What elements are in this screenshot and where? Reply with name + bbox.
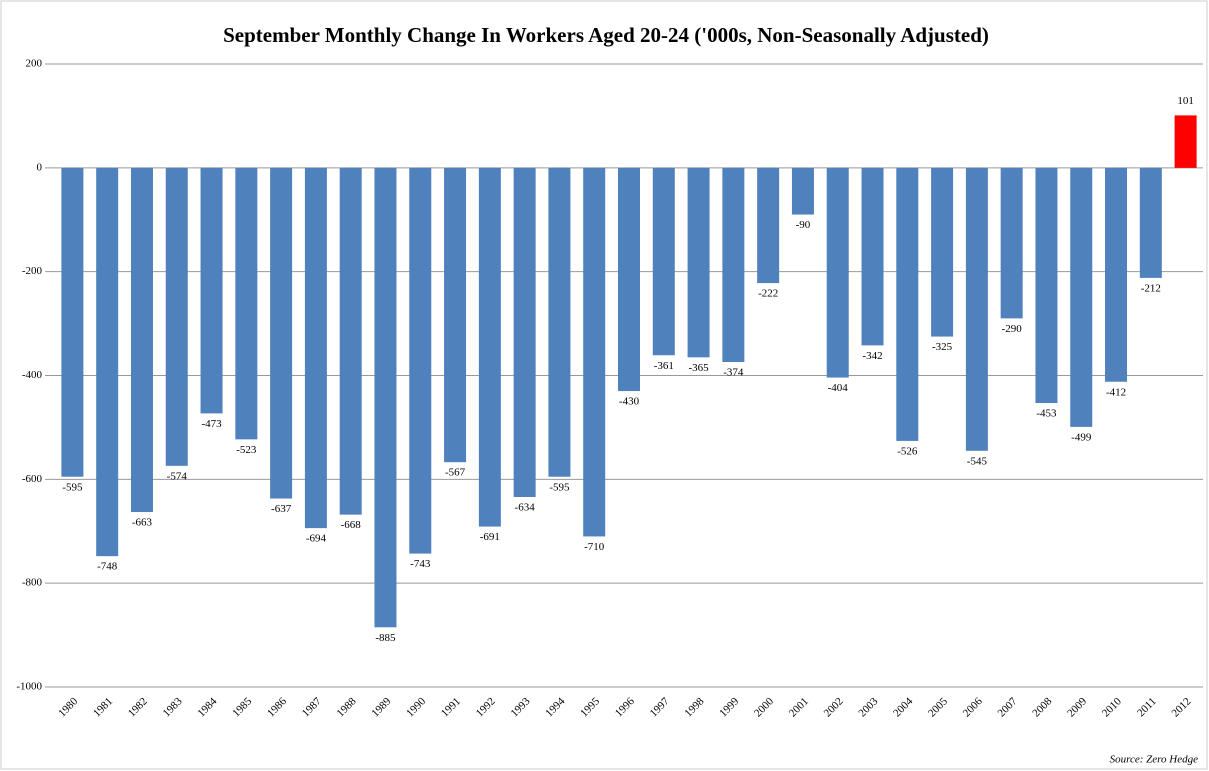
data-label: -523 (236, 444, 257, 456)
bar (339, 167, 362, 515)
bar (652, 167, 675, 356)
y-tick-label: -800 (22, 577, 43, 589)
data-label: -634 (515, 502, 536, 514)
bar (1000, 167, 1023, 319)
data-label: -361 (654, 360, 674, 372)
data-label: -290 (1002, 323, 1023, 335)
data-label: -212 (1141, 282, 1161, 294)
bar (931, 167, 954, 337)
bar (1174, 115, 1197, 168)
data-label: -404 (828, 382, 849, 394)
bar (826, 167, 849, 378)
data-label: -574 (167, 470, 188, 482)
bar (687, 167, 710, 358)
data-label: -595 (62, 481, 83, 493)
data-label: -222 (758, 288, 778, 300)
bar (304, 167, 327, 529)
data-label: -430 (619, 396, 640, 408)
bar (861, 167, 884, 346)
data-label: -453 (1036, 408, 1057, 420)
y-tick-label: -200 (22, 265, 43, 277)
bar (1070, 167, 1093, 427)
y-tick-label: -600 (22, 473, 43, 485)
data-label: -526 (897, 445, 918, 457)
bar (1035, 167, 1058, 404)
data-label: 101 (1177, 95, 1194, 107)
bar (548, 167, 571, 477)
source: Source: Zero Hedge (1110, 754, 1198, 766)
data-label: -545 (967, 455, 988, 467)
bar (757, 167, 780, 284)
bar (61, 167, 84, 477)
bar (1105, 167, 1128, 382)
data-label: -412 (1106, 386, 1126, 398)
bar (409, 167, 432, 554)
bar (1139, 167, 1162, 278)
bar (513, 167, 536, 497)
bar (200, 167, 223, 414)
data-label: -885 (375, 632, 396, 644)
data-label: -342 (862, 350, 882, 362)
bar (130, 167, 153, 513)
data-label: -748 (97, 561, 118, 573)
data-label: -691 (480, 531, 500, 543)
data-label: -668 (341, 519, 362, 531)
y-tick-label: -1000 (16, 681, 42, 693)
bar (896, 167, 919, 441)
bar (618, 167, 640, 392)
bar (444, 167, 467, 463)
chart-title: September Monthly Change In Workers Aged… (223, 23, 989, 47)
data-label: -637 (271, 503, 292, 515)
bar (965, 167, 988, 451)
data-label: -595 (549, 481, 570, 493)
data-label: -499 (1071, 431, 1092, 443)
bar (722, 167, 745, 363)
bar (235, 167, 258, 440)
data-label: -325 (932, 341, 953, 353)
bar (791, 167, 814, 215)
bar (165, 167, 188, 466)
data-label: -473 (201, 418, 222, 430)
y-tick-label: 0 (37, 161, 43, 173)
bar (96, 167, 119, 557)
data-label: -567 (445, 467, 466, 479)
y-tick-label: 200 (26, 58, 43, 70)
data-label: -694 (306, 533, 327, 545)
data-label: -365 (688, 362, 709, 374)
data-label: -743 (410, 558, 431, 570)
bar (374, 167, 397, 628)
bar (583, 167, 606, 537)
bar (478, 167, 501, 527)
y-tick-label: -400 (22, 369, 43, 381)
data-label: -710 (584, 541, 605, 553)
data-label: -374 (723, 367, 744, 379)
bar (270, 167, 293, 499)
data-label: -663 (132, 517, 153, 529)
data-label: -90 (796, 219, 811, 231)
